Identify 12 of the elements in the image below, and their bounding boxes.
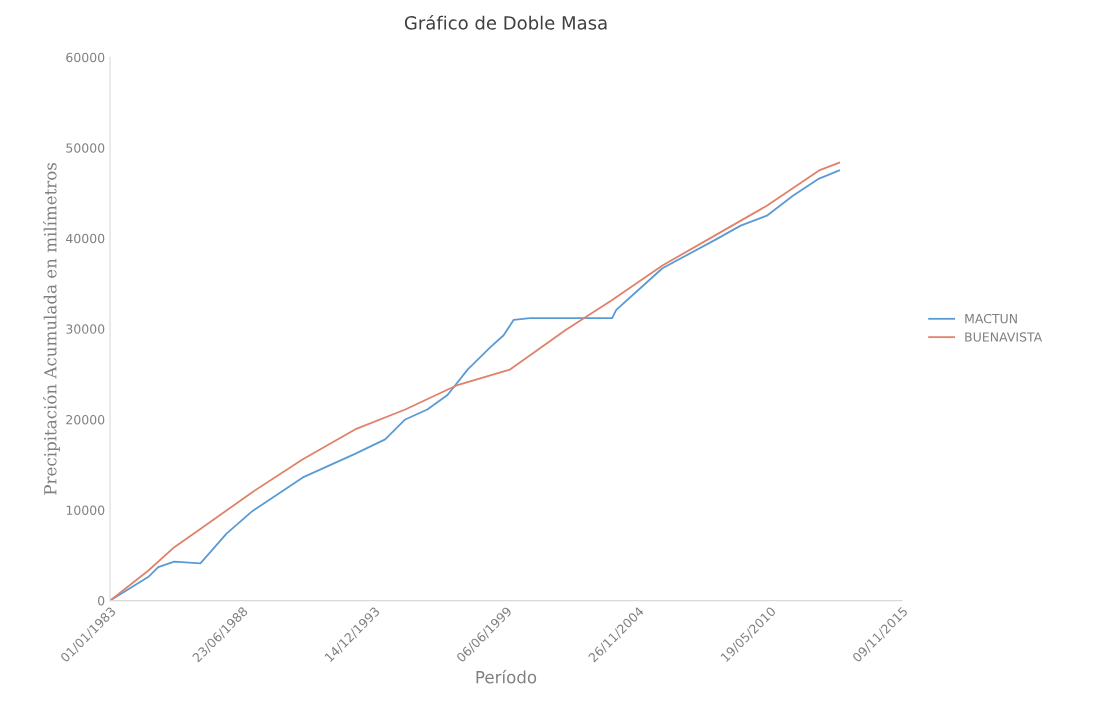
y-tick-label: 60000	[66, 52, 105, 63]
legend-label: BUENAVISTA	[965, 332, 1043, 342]
y-tick-label: 40000	[65, 233, 105, 244]
y-tick-label: 10000	[66, 505, 105, 515]
legend-label: MACTUN	[965, 313, 1017, 324]
chart-title: Gráfico de Doble Masa	[404, 14, 607, 30]
y-tick-label: 50000	[66, 143, 105, 153]
y-axis-title: Precipitación Acumulada en milímetros	[43, 163, 60, 495]
y-tick-label: 20000	[66, 414, 105, 425]
y-tick-label: 30000	[66, 324, 105, 334]
x-axis-title: Período	[476, 669, 537, 684]
y-tick-label: 0	[98, 596, 105, 606]
